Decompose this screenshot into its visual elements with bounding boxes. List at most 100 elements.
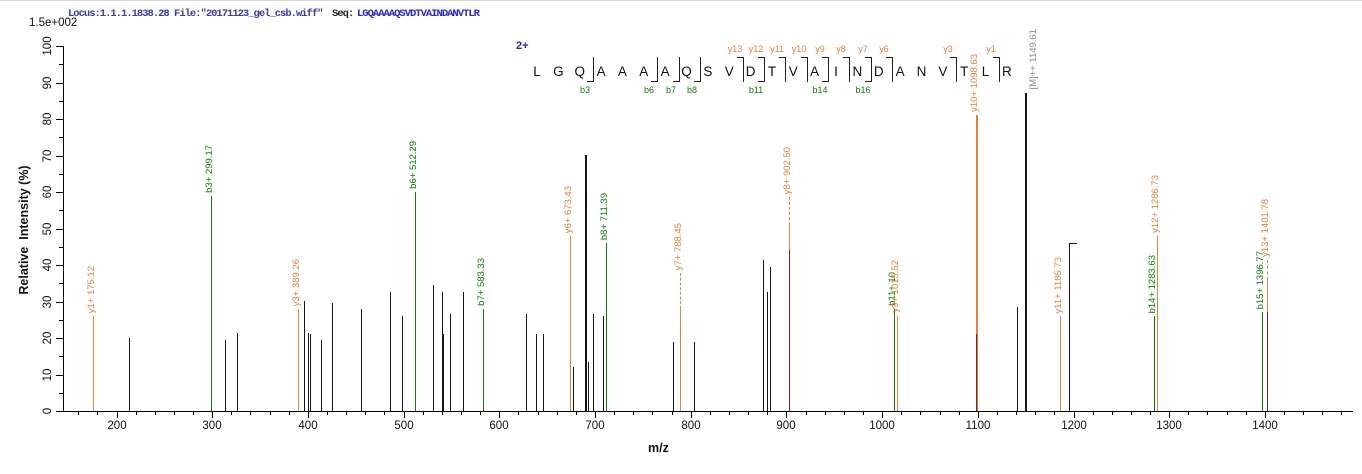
fragment-marker-b-arm bbox=[587, 81, 593, 82]
fragment-marker-y-arm bbox=[843, 57, 849, 58]
peak-b14+ 1283.63 bbox=[1154, 316, 1155, 411]
x-tick bbox=[844, 412, 845, 415]
x-tick-label: 1300 bbox=[1156, 420, 1182, 432]
peak-label: y9+ 1015.52 bbox=[890, 260, 901, 313]
x-tick bbox=[901, 412, 902, 415]
fragment-label-b6: b6 bbox=[643, 85, 654, 95]
x-tick bbox=[1112, 412, 1113, 415]
residue-23-R: R bbox=[1002, 64, 1012, 79]
fragment-label-y3: y3 bbox=[943, 44, 953, 54]
x-tick-label: 1200 bbox=[1061, 420, 1087, 432]
peak-label: b15+ 1396.77 bbox=[1255, 250, 1266, 309]
peak-mz-486 bbox=[390, 292, 391, 411]
x-tick bbox=[767, 412, 768, 415]
fragment-marker bbox=[679, 57, 680, 82]
residue-4-A: A bbox=[596, 64, 606, 79]
peak-mz-414 bbox=[321, 340, 322, 411]
peak-y7+ 788.45 bbox=[680, 309, 681, 411]
peak-mz-646 bbox=[543, 334, 544, 411]
peak-b6+ 512.29 bbox=[415, 192, 416, 411]
x-tick bbox=[1207, 412, 1208, 415]
peak-label: y11+ 1185.73 bbox=[1053, 256, 1064, 313]
y-tick bbox=[59, 320, 63, 321]
peak-mz-628 bbox=[526, 314, 527, 411]
fragment-marker bbox=[743, 57, 744, 82]
fragment-label-y7: y7 bbox=[858, 44, 868, 54]
fragment-marker bbox=[764, 57, 765, 82]
x-axis-title: m/z bbox=[648, 441, 669, 455]
peak-mz-876 bbox=[763, 260, 764, 411]
fragment-marker-b-arm bbox=[651, 81, 657, 82]
x-tick-label: 800 bbox=[681, 420, 701, 432]
x-tick bbox=[1227, 412, 1228, 415]
x-tick bbox=[652, 412, 653, 415]
fragment-label-y8: y8 bbox=[836, 44, 846, 54]
x-tick bbox=[614, 412, 615, 415]
peak-mz-803 bbox=[694, 342, 695, 411]
y-tick-label: 80 bbox=[42, 112, 54, 126]
x-tick bbox=[461, 412, 462, 415]
x-tick-label: 1000 bbox=[869, 420, 895, 432]
residue-1-L: L bbox=[533, 64, 541, 79]
residue-22-L: L bbox=[981, 64, 990, 79]
peak-label-leader bbox=[1267, 260, 1268, 280]
residue-2-G: G bbox=[553, 64, 564, 79]
fragment-marker-y-arm bbox=[950, 57, 956, 58]
peak-y9+ 1015.52 bbox=[897, 316, 898, 411]
x-tick bbox=[1016, 412, 1017, 415]
y-tick bbox=[59, 64, 63, 65]
x-tick bbox=[1284, 412, 1285, 415]
x-tick bbox=[557, 412, 558, 415]
y-tick bbox=[56, 192, 63, 193]
residue-20-V: V bbox=[938, 64, 948, 79]
peak-mz-541.5 bbox=[443, 334, 444, 411]
x-tick bbox=[748, 412, 749, 415]
peak-label: [M]++ 1149.61 bbox=[1028, 29, 1039, 90]
fragment-label-y11: y11 bbox=[770, 44, 784, 54]
y-axis-line bbox=[63, 46, 64, 411]
fragment-marker-y-arm bbox=[737, 57, 743, 58]
residue-14-A: A bbox=[810, 64, 820, 79]
x-tick bbox=[136, 412, 137, 415]
x-tick-label: 400 bbox=[298, 420, 318, 432]
x-tick bbox=[940, 412, 941, 415]
y-tick bbox=[56, 338, 63, 339]
x-tick bbox=[1054, 412, 1055, 415]
y-tick bbox=[59, 210, 63, 211]
peak-mz-1098.63 bbox=[976, 334, 977, 411]
x-tick bbox=[978, 412, 979, 418]
y-tick bbox=[59, 356, 63, 357]
residue-16-N: N bbox=[852, 64, 863, 79]
peak-label: b8+ 711.39 bbox=[599, 192, 610, 240]
peak-mz-313 bbox=[225, 340, 226, 411]
y-tick-label: 0 bbox=[42, 407, 54, 415]
y-tick-label: 60 bbox=[42, 185, 54, 199]
fragment-marker-y-arm bbox=[801, 57, 807, 58]
fragment-label-b11: b11 bbox=[748, 85, 764, 95]
residue-12-T: T bbox=[767, 64, 777, 79]
peak-label-leader bbox=[789, 197, 790, 225]
y-tick bbox=[59, 101, 63, 102]
peak-y3+ 389.26 bbox=[298, 309, 299, 411]
y-tick bbox=[59, 393, 63, 394]
fragment-marker-b-arm bbox=[673, 81, 679, 82]
y-tick bbox=[56, 229, 63, 230]
peak-label: y12+ 1286.73 bbox=[1150, 175, 1161, 233]
peak-label: b7+ 583.33 bbox=[476, 258, 487, 306]
y-tick-label: 40 bbox=[42, 258, 54, 272]
x-tick bbox=[1188, 412, 1189, 415]
fragment-marker-y-arm bbox=[886, 57, 892, 58]
fragment-marker-y-arm bbox=[758, 57, 764, 58]
fragment-marker-y-arm bbox=[865, 57, 871, 58]
fragment-marker bbox=[700, 57, 701, 82]
x-tick bbox=[384, 412, 385, 415]
x-tick bbox=[193, 412, 194, 415]
residue-8-Q: Q bbox=[681, 64, 692, 79]
y-tick bbox=[56, 265, 63, 266]
x-tick bbox=[117, 412, 118, 418]
peak-label: y1+ 175.12 bbox=[86, 265, 97, 313]
x-tick bbox=[959, 412, 960, 415]
fragment-label-b8: b8 bbox=[686, 85, 697, 95]
